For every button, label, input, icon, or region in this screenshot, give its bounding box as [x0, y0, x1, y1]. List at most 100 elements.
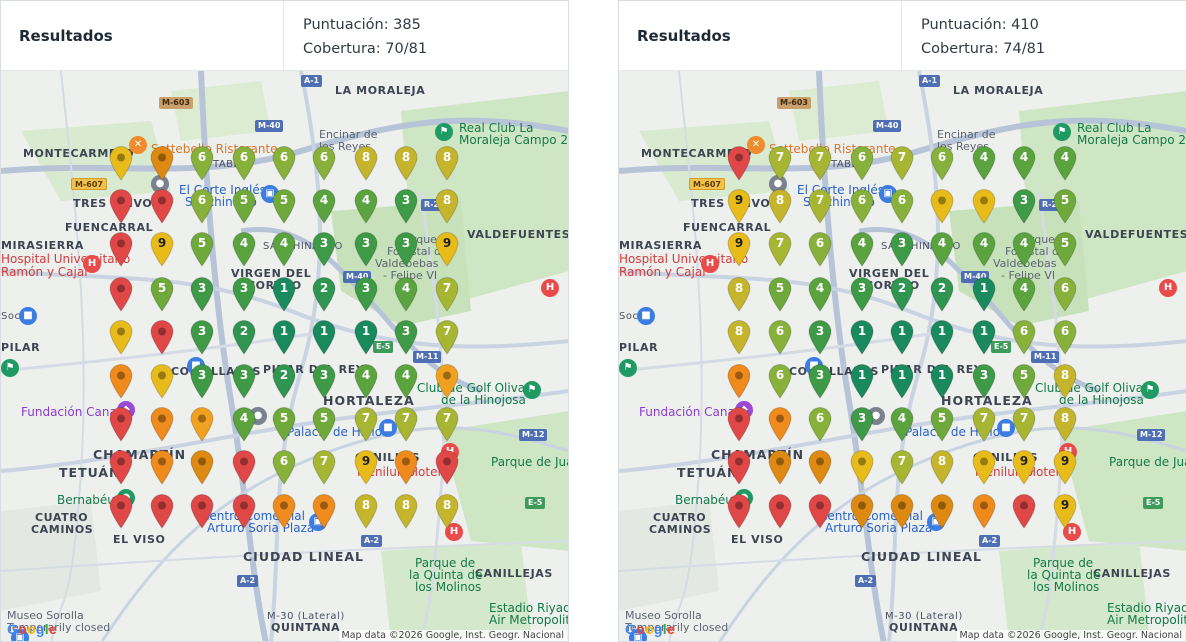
- score-pin[interactable]: 3: [889, 231, 915, 267]
- score-pin[interactable]: 4: [1052, 145, 1078, 181]
- score-pin[interactable]: [971, 449, 997, 485]
- score-pin[interactable]: [726, 493, 752, 529]
- score-pin[interactable]: 9: [434, 231, 460, 267]
- score-pin[interactable]: 7: [434, 319, 460, 355]
- score-pin[interactable]: 8: [353, 145, 379, 181]
- score-pin[interactable]: 6: [311, 145, 337, 181]
- score-pin[interactable]: 5: [271, 406, 297, 442]
- score-pin[interactable]: 3: [311, 231, 337, 267]
- score-pin[interactable]: 6: [189, 188, 215, 224]
- score-pin[interactable]: 9: [1052, 493, 1078, 529]
- score-pin[interactable]: 2: [271, 363, 297, 399]
- score-pin[interactable]: 7: [767, 145, 793, 181]
- score-pin[interactable]: [767, 406, 793, 442]
- score-pin[interactable]: 4: [393, 276, 419, 312]
- score-pin[interactable]: 4: [971, 231, 997, 267]
- golf-icon[interactable]: ⚑: [435, 123, 453, 141]
- score-pin[interactable]: 8: [929, 449, 955, 485]
- score-pin[interactable]: 8: [726, 319, 752, 355]
- score-pin[interactable]: 9: [726, 188, 752, 224]
- score-pin[interactable]: 7: [767, 231, 793, 267]
- map-view[interactable]: MONTECARMELO TRES OLIVOS FUENCARRAL MIRASIE…: [1, 71, 568, 641]
- score-pin[interactable]: 2: [311, 276, 337, 312]
- score-pin[interactable]: 7: [971, 406, 997, 442]
- score-pin[interactable]: 6: [271, 145, 297, 181]
- score-pin[interactable]: 9: [149, 231, 175, 267]
- score-pin[interactable]: 8: [767, 188, 793, 224]
- score-pin[interactable]: 3: [311, 363, 337, 399]
- score-pin[interactable]: 8: [434, 145, 460, 181]
- score-pin[interactable]: [393, 449, 419, 485]
- hospital-icon[interactable]: H: [1063, 523, 1081, 541]
- score-pin[interactable]: 7: [807, 145, 833, 181]
- score-pin[interactable]: 1: [889, 319, 915, 355]
- score-pin[interactable]: 6: [1052, 276, 1078, 312]
- score-pin[interactable]: 4: [971, 145, 997, 181]
- score-pin[interactable]: 9: [726, 231, 752, 267]
- score-pin[interactable]: 8: [434, 188, 460, 224]
- score-pin[interactable]: 6: [807, 231, 833, 267]
- score-pin[interactable]: 9: [1052, 449, 1078, 485]
- score-pin[interactable]: 5: [311, 406, 337, 442]
- score-pin[interactable]: 8: [353, 493, 379, 529]
- score-pin[interactable]: 3: [393, 231, 419, 267]
- score-pin[interactable]: 4: [271, 231, 297, 267]
- hospital-icon[interactable]: H: [445, 523, 463, 541]
- score-pin[interactable]: 8: [726, 276, 752, 312]
- score-pin[interactable]: 3: [189, 363, 215, 399]
- score-pin[interactable]: [849, 493, 875, 529]
- score-pin[interactable]: [231, 493, 257, 529]
- score-pin[interactable]: [434, 363, 460, 399]
- score-pin[interactable]: 6: [1052, 319, 1078, 355]
- score-pin[interactable]: [189, 449, 215, 485]
- score-pin[interactable]: 7: [393, 406, 419, 442]
- score-pin[interactable]: 2: [231, 319, 257, 355]
- score-pin[interactable]: 7: [311, 449, 337, 485]
- transit-icon[interactable]: ●: [151, 175, 169, 193]
- score-pin[interactable]: 1: [971, 276, 997, 312]
- score-pin[interactable]: [149, 319, 175, 355]
- score-pin[interactable]: 6: [849, 145, 875, 181]
- score-pin[interactable]: 1: [849, 319, 875, 355]
- score-pin[interactable]: [149, 406, 175, 442]
- score-pin[interactable]: 4: [929, 231, 955, 267]
- score-pin[interactable]: 9: [353, 449, 379, 485]
- score-pin[interactable]: [889, 493, 915, 529]
- score-pin[interactable]: 8: [434, 493, 460, 529]
- score-pin[interactable]: 6: [189, 145, 215, 181]
- score-pin[interactable]: 2: [889, 276, 915, 312]
- score-pin[interactable]: 4: [311, 188, 337, 224]
- score-pin[interactable]: 1: [971, 319, 997, 355]
- score-pin[interactable]: 5: [1011, 363, 1037, 399]
- transit-icon[interactable]: ●: [769, 175, 787, 193]
- hospital-icon[interactable]: H: [83, 255, 101, 273]
- score-pin[interactable]: 1: [929, 319, 955, 355]
- score-pin[interactable]: 3: [807, 319, 833, 355]
- score-pin[interactable]: 4: [1011, 276, 1037, 312]
- score-pin[interactable]: 7: [1011, 406, 1037, 442]
- score-pin[interactable]: 3: [393, 188, 419, 224]
- score-pin[interactable]: 3: [189, 319, 215, 355]
- score-pin[interactable]: [929, 188, 955, 224]
- score-pin[interactable]: [231, 449, 257, 485]
- score-pin[interactable]: [149, 449, 175, 485]
- score-pin[interactable]: [807, 493, 833, 529]
- score-pin[interactable]: [149, 363, 175, 399]
- score-pin[interactable]: 6: [929, 145, 955, 181]
- score-pin[interactable]: 4: [807, 276, 833, 312]
- score-pin[interactable]: 1: [889, 363, 915, 399]
- map-attribution[interactable]: Map data ©2026 Google, Inst. Geogr. Naci…: [956, 630, 1185, 641]
- score-pin[interactable]: 4: [231, 406, 257, 442]
- score-pin[interactable]: 3: [231, 276, 257, 312]
- score-pin[interactable]: 6: [271, 449, 297, 485]
- score-pin[interactable]: [434, 449, 460, 485]
- score-pin[interactable]: 6: [767, 319, 793, 355]
- score-pin[interactable]: 4: [353, 188, 379, 224]
- score-pin[interactable]: [271, 493, 297, 529]
- score-pin[interactable]: [189, 406, 215, 442]
- score-pin[interactable]: [971, 493, 997, 529]
- score-pin[interactable]: [311, 493, 337, 529]
- score-pin[interactable]: 3: [231, 363, 257, 399]
- score-pin[interactable]: [108, 145, 134, 181]
- score-pin[interactable]: 8: [393, 493, 419, 529]
